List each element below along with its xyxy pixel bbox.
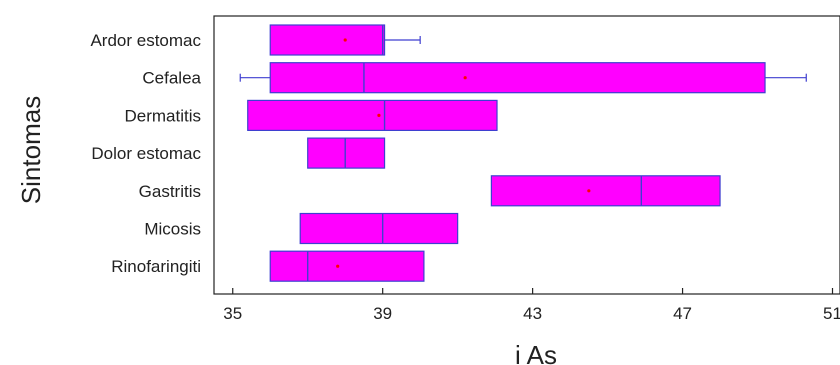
x-axis-ticks: 35 39 43 47 51 [223,288,840,323]
mean-marker [587,189,591,193]
category-label: Cefalea [142,69,201,88]
x-tick-label: 35 [223,304,242,323]
box-body [269,62,766,94]
x-tick-label: 51 [823,304,840,323]
box-body [269,250,425,282]
x-tick-label: 39 [373,304,392,323]
category-labels: Ardor estomac Cefalea Dermatitis Dolor esto… [90,31,201,276]
plot-frame [213,15,840,295]
x-tick-label: 47 [673,304,692,323]
category-label: Dolor estomac [91,144,201,163]
x-tick-label: 43 [523,304,542,323]
mean-marker [377,113,381,117]
box-2 [239,62,807,94]
category-label: Gastritis [139,182,201,201]
box-body [299,212,459,245]
box-7 [269,250,425,282]
mean-marker [463,76,467,80]
box-6 [299,212,459,245]
box-1 [269,24,421,56]
y-axis-title: Sintomas [16,96,46,204]
category-label: Micosis [144,220,201,239]
mean-marker [343,38,347,42]
box-body [269,24,386,56]
category-label: Ardor estomac [90,31,201,50]
box-5 [490,175,721,207]
box-body [307,137,386,169]
box-4 [307,137,386,169]
x-axis-title: i As [515,340,557,365]
mean-marker [336,264,340,268]
box-body [490,175,721,207]
category-label: Dermatitis [124,106,201,125]
box-3 [247,99,498,132]
box-body [247,99,498,132]
category-label: Rinofaringiti [111,257,201,276]
boxes-layer [239,24,807,282]
